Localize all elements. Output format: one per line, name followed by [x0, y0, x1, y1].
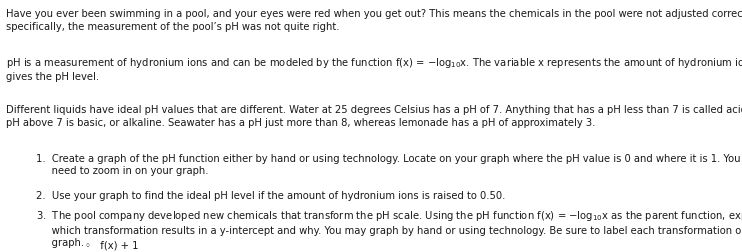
Text: pH is a measurement of hydronium ions and can be modeled by the function f(x) = : pH is a measurement of hydronium ions an… [6, 55, 742, 82]
Text: ◦   f(x) + 1: ◦ f(x) + 1 [85, 240, 139, 250]
Text: Have you ever been swimming in a pool, and your eyes were red when you get out? : Have you ever been swimming in a pool, a… [6, 9, 742, 32]
Text: 2.  Use your graph to find the ideal pH level if the amount of hydronium ions is: 2. Use your graph to find the ideal pH l… [36, 190, 505, 200]
Text: Different liquids have ideal pH values that are different. Water at 25 degrees C: Different liquids have ideal pH values t… [6, 104, 742, 127]
Text: 1.  Create a graph of the pH function either by hand or using technology. Locate: 1. Create a graph of the pH function eit… [36, 153, 742, 176]
Text: 3.  The pool company developed new chemicals that transform the pH scale. Using : 3. The pool company developed new chemic… [36, 208, 742, 247]
